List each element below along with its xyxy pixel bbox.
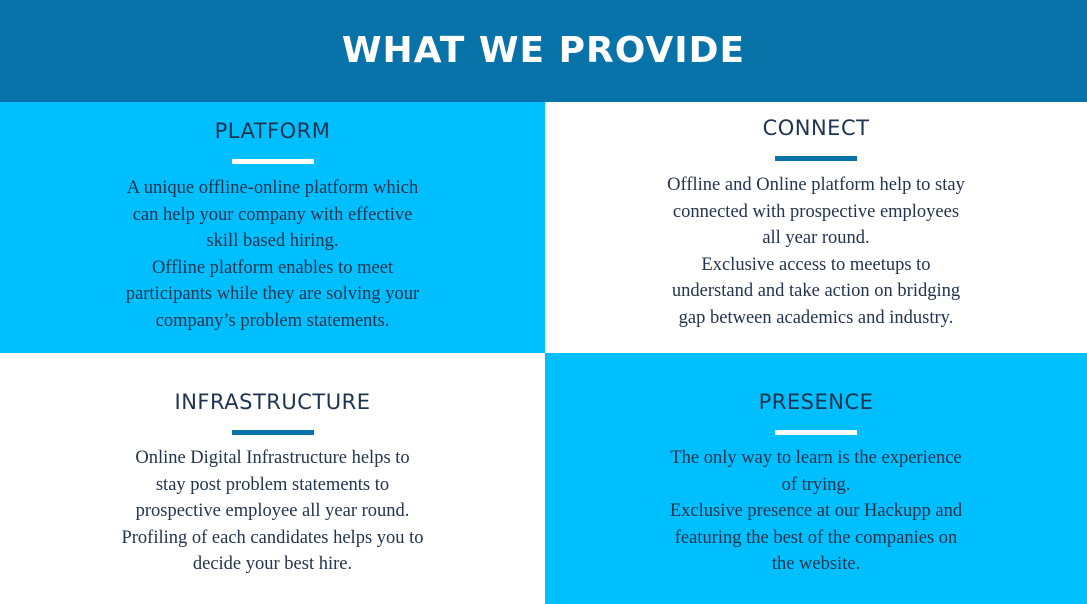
description-line: featuring the best of the companies on — [674, 527, 958, 548]
card-title: CONNECT — [762, 116, 870, 140]
card-infrastructure: INFRASTRUCTURE Online Digital Infrastruc… — [0, 353, 545, 604]
description-line: Exclusive presence at our Hackupp and — [669, 501, 963, 522]
description-line: company’s problem statements. — [155, 310, 390, 331]
description-line: Profiling of each candidates helps you t… — [121, 527, 424, 548]
card-description: A unique offline-online platform which c… — [93, 175, 453, 335]
description-line: A unique offline-online platform which — [126, 178, 419, 198]
page-title: WHAT WE PROVIDE — [341, 29, 746, 71]
description-line: decide your best hire. — [192, 554, 353, 575]
card-title: INFRASTRUCTURE — [174, 390, 371, 414]
title-underline — [231, 430, 314, 435]
description-line: can help your company with effective — [132, 204, 413, 225]
description-line: stay post problem statements to — [155, 474, 390, 495]
features-grid: PLATFORM A unique offline-online platfor… — [0, 102, 1087, 604]
description-line: Online Digital Infrastructure helps to — [135, 448, 410, 468]
description-line: the website. — [771, 554, 861, 575]
card-description: Online Digital Infrastructure helps to s… — [93, 445, 453, 578]
description-line: of trying. — [781, 474, 851, 495]
card-description: The only way to learn is the experience … — [636, 445, 996, 578]
description-line: skill based hiring. — [206, 231, 339, 252]
title-underline — [231, 159, 314, 164]
title-underline — [775, 156, 857, 161]
description-line: understand and take action on bridging — [671, 281, 961, 302]
card-title: PRESENCE — [758, 390, 874, 414]
card-presence: PRESENCE The only way to learn is the ex… — [545, 353, 1087, 604]
card-title: PLATFORM — [214, 119, 331, 143]
description-line: The only way to learn is the experience — [670, 448, 962, 468]
description-line: Offline platform enables to meet — [151, 257, 394, 278]
description-line: prospective employee all year round. — [135, 501, 410, 522]
title-underline — [775, 430, 857, 435]
page-header: WHAT WE PROVIDE — [0, 0, 1087, 102]
card-connect: CONNECT Offline and Online platform help… — [545, 102, 1087, 353]
description-line: connected with prospective employees — [672, 201, 960, 222]
description-line: Offline and Online platform help to stay — [667, 175, 965, 195]
description-line: all year round. — [762, 228, 870, 249]
description-line: participants while they are solving your — [125, 284, 420, 305]
description-line: Exclusive access to meetups to — [701, 254, 931, 275]
card-platform: PLATFORM A unique offline-online platfor… — [0, 102, 545, 353]
card-description: Offline and Online platform help to stay… — [636, 172, 996, 332]
description-line: gap between academics and industry. — [678, 307, 954, 328]
